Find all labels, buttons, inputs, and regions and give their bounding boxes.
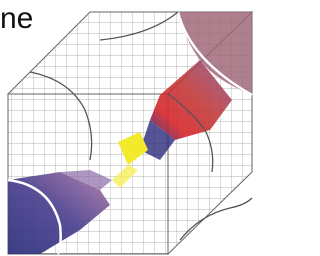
figure: ne <box>0 0 260 256</box>
cube-illustration <box>0 0 260 256</box>
label: ne <box>0 2 33 36</box>
